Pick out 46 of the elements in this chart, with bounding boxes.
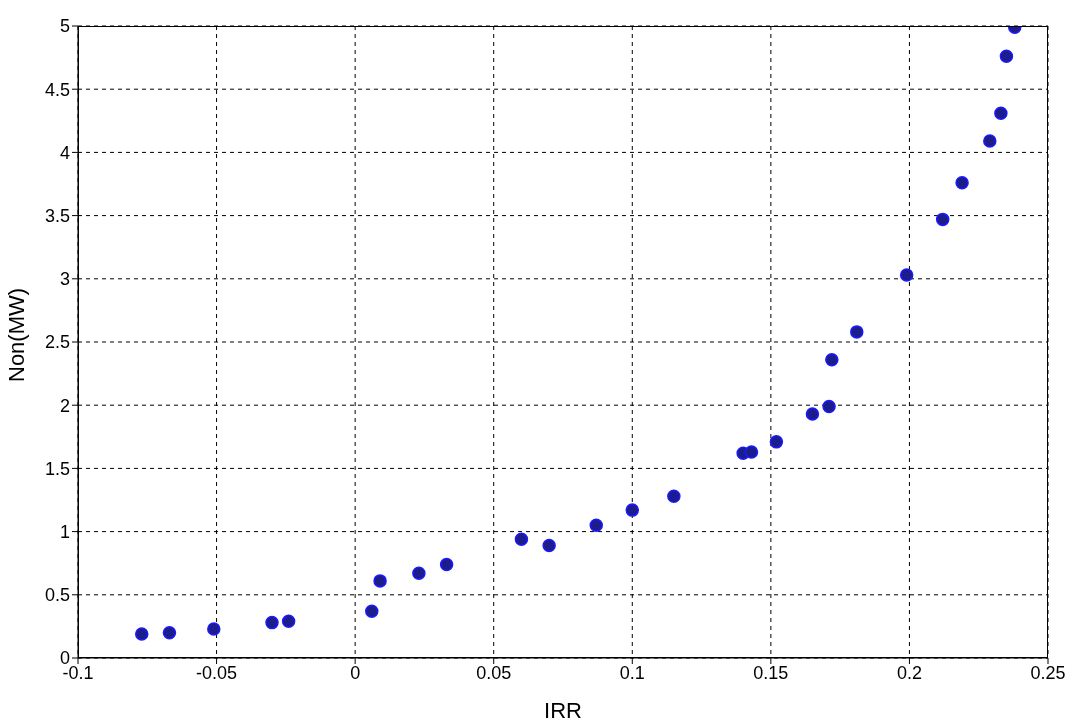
y-tick-label: 0 bbox=[59, 648, 70, 669]
y-tick-label: 2.5 bbox=[44, 332, 70, 353]
point bbox=[994, 106, 1008, 120]
point bbox=[744, 445, 759, 459]
x-tick-label: 0.1 bbox=[619, 662, 645, 683]
y-tick-label: 5 bbox=[59, 16, 70, 37]
y-tick-label: 0.5 bbox=[44, 585, 70, 606]
y-tick-label: 1 bbox=[59, 521, 70, 542]
point bbox=[999, 49, 1014, 64]
point bbox=[373, 574, 387, 588]
y-tick-label: 1.5 bbox=[44, 458, 70, 479]
point bbox=[207, 622, 221, 636]
point bbox=[822, 399, 836, 414]
y-axis-title: Non(MW) bbox=[3, 287, 29, 382]
point bbox=[265, 615, 279, 630]
x-tick-label: 0.05 bbox=[476, 662, 512, 683]
point bbox=[589, 518, 604, 533]
point bbox=[850, 325, 864, 339]
x-tick-label: 0.15 bbox=[753, 662, 789, 683]
point bbox=[365, 604, 379, 618]
x-tick-label: 0 bbox=[350, 662, 361, 683]
x-axis-title: IRR bbox=[544, 698, 582, 723]
point bbox=[162, 625, 177, 640]
point bbox=[542, 538, 556, 553]
point bbox=[955, 175, 969, 190]
point bbox=[625, 503, 640, 517]
point bbox=[769, 435, 784, 449]
point bbox=[134, 627, 149, 641]
y-tick-label: 3.5 bbox=[44, 205, 70, 226]
x-tick-label: 0.2 bbox=[896, 662, 922, 683]
point bbox=[281, 614, 296, 629]
point bbox=[825, 352, 839, 367]
x-tick-label: -0.05 bbox=[196, 662, 238, 683]
x-tick-label: 0.25 bbox=[1030, 662, 1066, 683]
point bbox=[667, 489, 681, 503]
point bbox=[439, 557, 454, 572]
point bbox=[514, 532, 529, 546]
y-tick-label: 4.5 bbox=[44, 79, 70, 100]
y-tick-label: 2 bbox=[59, 395, 70, 416]
point bbox=[805, 407, 820, 421]
y-tick-label: 4 bbox=[59, 142, 70, 163]
point bbox=[935, 212, 950, 227]
point bbox=[983, 134, 997, 148]
y-tick-label: 3 bbox=[59, 269, 70, 290]
point bbox=[899, 268, 914, 282]
point bbox=[412, 566, 426, 581]
